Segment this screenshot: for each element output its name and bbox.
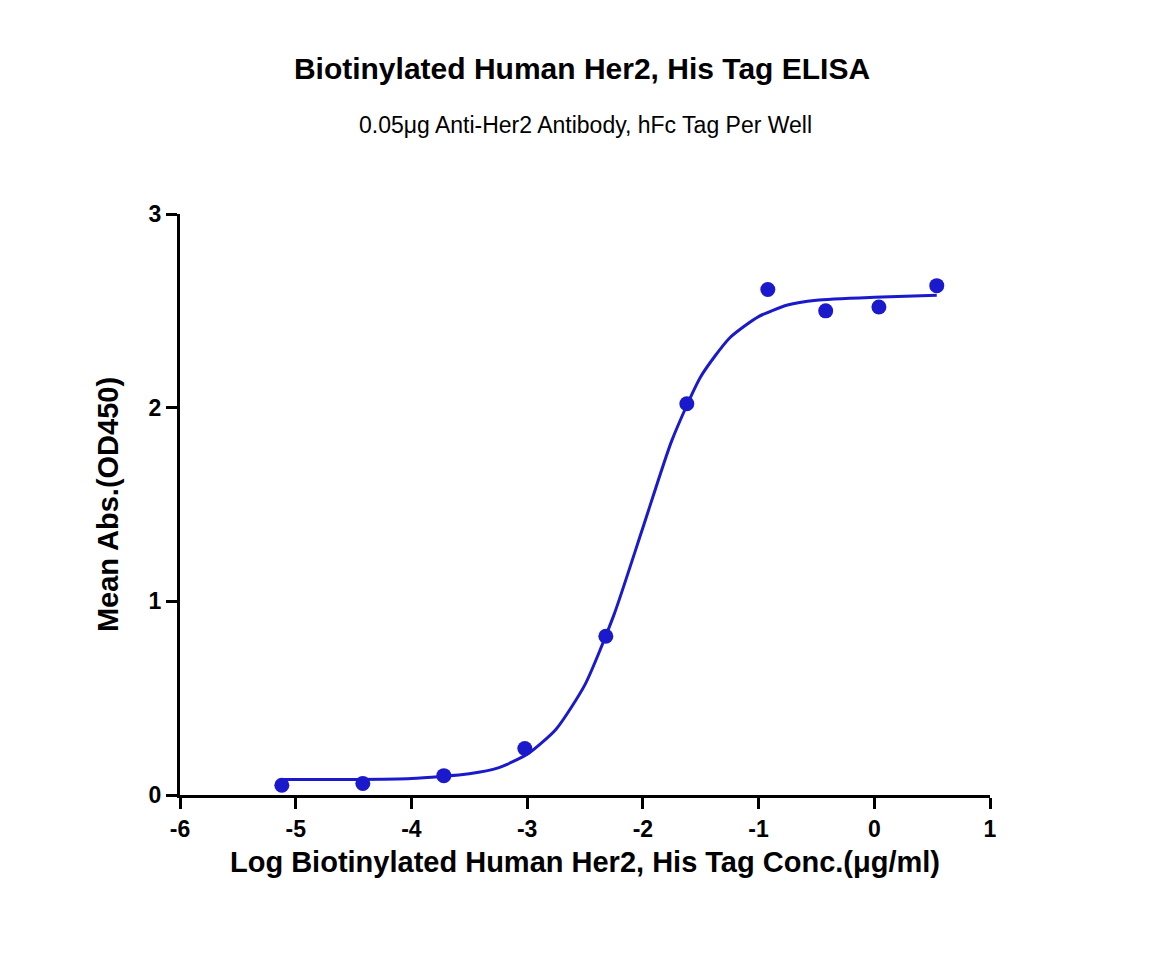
- svg-text:Mean Abs.(OD450): Mean Abs.(OD450): [92, 377, 124, 632]
- svg-text:1: 1: [984, 816, 997, 842]
- svg-text:1: 1: [149, 588, 162, 614]
- svg-text:-3: -3: [517, 816, 537, 842]
- svg-text:0: 0: [149, 782, 162, 808]
- svg-text:2: 2: [149, 395, 162, 421]
- svg-text:0.05μg Anti-Her2 Antibody, hFc: 0.05μg Anti-Her2 Antibody, hFc Tag Per W…: [359, 112, 812, 138]
- svg-text:Biotinylated Human Her2, His T: Biotinylated Human Her2, His Tag ELISA: [294, 52, 870, 85]
- svg-text:-6: -6: [170, 816, 190, 842]
- svg-text:3: 3: [149, 201, 162, 227]
- svg-text:Log Biotinylated Human Her2, H: Log Biotinylated Human Her2, His Tag Con…: [230, 846, 940, 878]
- svg-text:-2: -2: [633, 816, 653, 842]
- svg-text:0: 0: [868, 816, 881, 842]
- svg-text:-5: -5: [285, 816, 306, 842]
- svg-text:-4: -4: [401, 816, 422, 842]
- svg-text:-1: -1: [748, 816, 769, 842]
